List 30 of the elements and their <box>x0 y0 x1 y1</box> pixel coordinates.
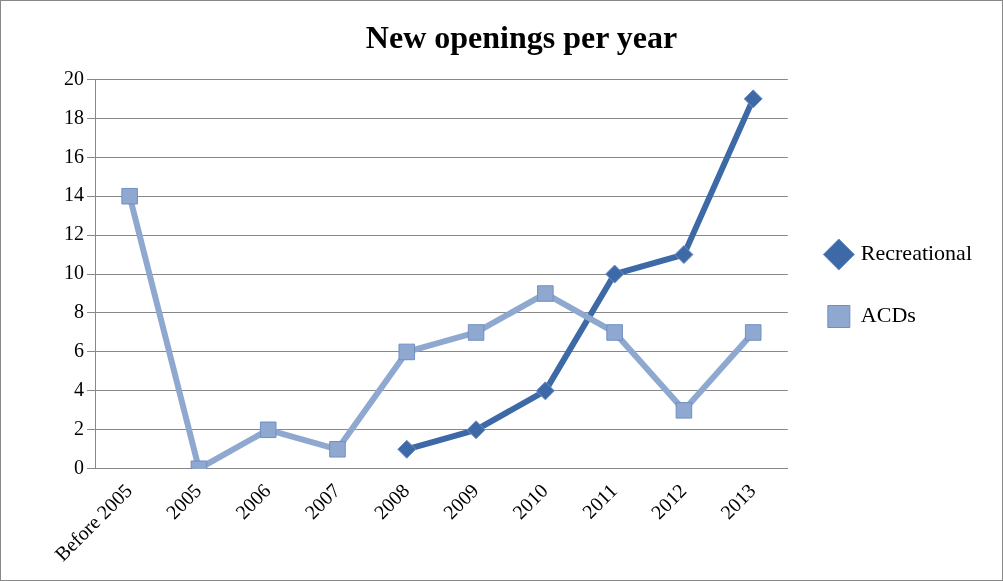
chart-title: New openings per year <box>365 19 678 56</box>
y-tick-label: 18 <box>64 105 84 128</box>
point <box>121 187 138 205</box>
point <box>398 343 416 361</box>
y-tick-label: 10 <box>64 261 84 284</box>
point <box>466 420 486 440</box>
legend-label: ACDs <box>860 302 916 328</box>
point <box>606 324 623 341</box>
point <box>674 245 694 265</box>
y-tick-label: 4 <box>74 378 84 401</box>
point <box>744 324 762 341</box>
legend-label: Recreational <box>860 240 973 266</box>
point <box>535 381 555 401</box>
point <box>329 440 346 458</box>
y-tick-label: 16 <box>64 144 84 167</box>
y-tick-label: 12 <box>64 222 84 245</box>
point <box>467 324 485 341</box>
point <box>743 89 763 109</box>
y-tick-label: 0 <box>74 455 84 478</box>
y-tick-label: 8 <box>74 300 84 323</box>
y-tick-label: 6 <box>74 339 84 362</box>
point <box>605 264 625 284</box>
y-tick-label: 14 <box>64 183 84 206</box>
point <box>259 421 277 439</box>
point <box>675 402 693 419</box>
point <box>397 439 417 459</box>
y-tick-label: 2 <box>74 417 84 440</box>
point <box>537 285 554 302</box>
y-tick-label: 20 <box>64 66 84 89</box>
x-tick-label: 2011 <box>577 479 622 523</box>
